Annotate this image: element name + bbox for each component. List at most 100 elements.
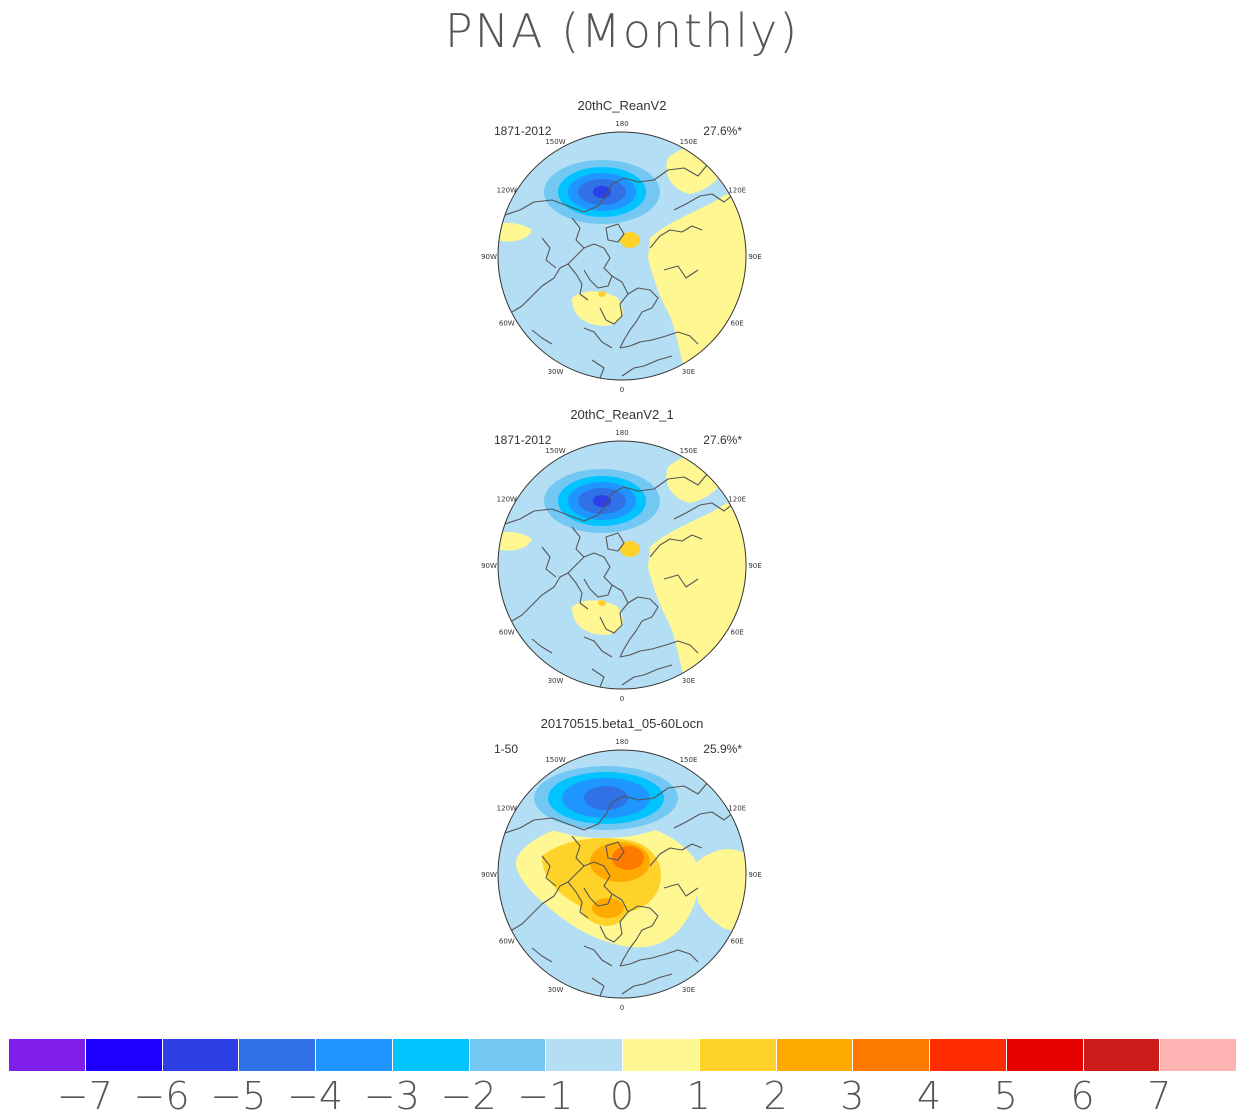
coastline — [605, 223, 625, 243]
longitude-label: 120W — [497, 805, 517, 813]
longitude-label: 90E — [748, 253, 761, 261]
coastline — [619, 640, 699, 658]
coastline — [567, 263, 589, 301]
coastlines — [501, 149, 735, 380]
colorbar-label: −2 — [440, 1074, 497, 1118]
coastlines — [501, 458, 735, 689]
panel-variance: 25.9%* — [703, 742, 742, 756]
coastline — [583, 327, 613, 349]
coastline — [621, 664, 673, 686]
longitude-label: 90E — [748, 562, 761, 570]
coastline — [599, 584, 629, 634]
longitude-label: 120E — [728, 496, 746, 504]
coastline — [619, 596, 659, 658]
map-boundary — [497, 131, 747, 381]
figure-title: PNA (Monthly) — [444, 4, 800, 58]
coastline — [583, 552, 613, 598]
contour-region — [598, 600, 606, 606]
coastline — [531, 947, 553, 963]
coastline — [605, 532, 625, 552]
colorbar — [8, 1038, 1237, 1074]
longitude-label: 150W — [545, 447, 565, 455]
colorbar-label: 2 — [763, 1074, 788, 1118]
contour-region — [572, 291, 623, 326]
coastline — [567, 572, 589, 610]
longitude-label: 60E — [731, 629, 744, 637]
longitude-label: 30W — [548, 986, 564, 994]
panel-title: 20170515.beta1_05-60Locn — [540, 716, 704, 731]
longitude-label: 90W — [481, 871, 497, 879]
longitude-label: 60E — [731, 320, 744, 328]
coastline — [567, 881, 589, 919]
coastline — [611, 458, 717, 494]
colorbar-swatch — [8, 1038, 86, 1072]
panel-title: 20thC_ReanV2_1 — [570, 407, 674, 422]
coastline — [663, 265, 699, 279]
coastline — [621, 355, 673, 377]
coastline — [599, 893, 629, 943]
coastline — [663, 883, 699, 897]
longitude-label: 150E — [680, 138, 698, 146]
longitude-label: 60W — [499, 938, 515, 946]
colorbar-swatch — [1005, 1038, 1084, 1072]
panel-period: 1871-2012 — [494, 124, 552, 138]
coastline — [649, 534, 703, 558]
coastline — [619, 287, 659, 349]
longitude-label: 150E — [680, 756, 698, 764]
longitude-label: 0 — [620, 695, 624, 703]
coastline — [583, 945, 613, 967]
colorbar-swatch — [161, 1038, 240, 1072]
longitude-label: 0 — [620, 386, 624, 394]
colorbar-label: −3 — [363, 1074, 420, 1118]
map-boundary — [497, 749, 747, 999]
coastline — [673, 811, 735, 829]
coastline — [673, 193, 735, 211]
longitude-label: 120W — [497, 496, 517, 504]
map-field — [498, 750, 746, 998]
longitude-label: 0 — [620, 1004, 624, 1012]
contour-region — [612, 846, 644, 870]
coastline — [619, 949, 699, 967]
polar-map: 180 150E 120E 90E 60E 30E 0 30W 60W 90W 120W 150W — [481, 429, 762, 703]
panel-title: 20thC_ReanV2 — [577, 98, 667, 113]
coastline — [649, 225, 703, 249]
colorbar-label: 4 — [916, 1074, 942, 1118]
colorbar-swatch — [852, 1038, 930, 1072]
longitude-label: 180 — [615, 120, 628, 128]
colorbar-swatch — [929, 1038, 1007, 1072]
coastline — [611, 767, 717, 803]
longitude-label: 120E — [728, 805, 746, 813]
map-field — [498, 441, 746, 689]
longitude-label: 60W — [499, 629, 515, 637]
longitude-label: 30E — [682, 368, 695, 376]
contour-region — [584, 786, 628, 810]
colorbar-label: −1 — [517, 1074, 574, 1118]
coastline — [599, 275, 629, 325]
coastline — [531, 329, 553, 345]
coastline — [501, 183, 613, 217]
colorbar-swatch — [545, 1038, 623, 1072]
longitude-label: 120W — [497, 187, 517, 195]
coastline — [619, 331, 699, 349]
coastline — [541, 546, 557, 578]
coastline — [583, 861, 613, 907]
coastline — [611, 149, 717, 185]
panel-variance: 27.6%* — [703, 124, 742, 138]
coastline — [511, 217, 585, 313]
panel-variance: 27.6%* — [703, 433, 742, 447]
longitude-label: 30W — [548, 368, 564, 376]
colorbar-label: 1 — [686, 1074, 711, 1118]
colorbar-label: 5 — [993, 1074, 1018, 1118]
map-panel-1: 20thC_ReanV2 1871-2012 27.6%* 180 150E 120… — [472, 98, 772, 398]
coastline — [501, 801, 613, 835]
colorbar-label: 7 — [1147, 1074, 1172, 1118]
coastline — [541, 855, 557, 887]
longitude-label: 90W — [481, 253, 497, 261]
panel-period: 1871-2012 — [494, 433, 552, 447]
polar-map: 180 150E 120E 90E 60E 30E 0 30W 60W 90W 120W 150W — [481, 120, 762, 394]
colorbar-swatch — [84, 1038, 163, 1072]
colorbar-swatch — [391, 1038, 470, 1072]
coastline — [621, 973, 673, 995]
colorbar-label: 0 — [609, 1074, 635, 1118]
longitude-label: 180 — [615, 429, 628, 437]
